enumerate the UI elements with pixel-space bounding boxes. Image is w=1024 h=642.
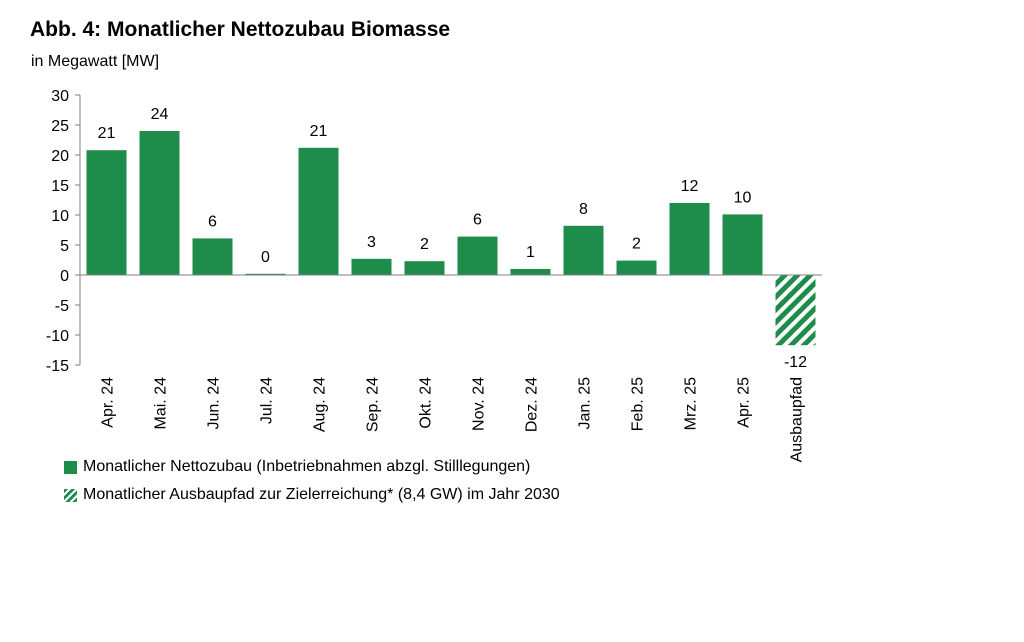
bar: [510, 269, 551, 275]
chart-subtitle: in Megawatt [MW]: [31, 53, 160, 70]
y-tick-label: 5: [60, 238, 69, 255]
x-tick-label: Jul. 24: [259, 377, 276, 424]
x-tick-label: Apr. 25: [736, 377, 753, 428]
bar: [457, 236, 498, 275]
y-axis: 30 25 20 15 10 5 0 -5 -10 -15: [46, 88, 81, 375]
x-tick-label: Jun. 24: [206, 377, 223, 430]
x-tick-label: Nov. 24: [471, 377, 488, 431]
data-label: 10: [734, 189, 752, 206]
bar: [669, 203, 710, 275]
data-label: 0: [261, 249, 270, 266]
legend-swatch-solid: [64, 460, 77, 474]
x-tick-label: Jan. 25: [577, 377, 594, 430]
y-tick-label: 15: [51, 178, 69, 195]
x-tick-label: Mrz. 25: [683, 377, 700, 430]
data-label: 1: [526, 244, 535, 261]
legend-label-actual: Monatlicher Nettozubau (Inbetriebnahmen …: [83, 458, 531, 475]
bar: [563, 225, 604, 275]
x-tick-label: Okt. 24: [418, 377, 435, 429]
y-tick-label: -5: [55, 298, 69, 315]
x-axis: Apr. 24 Mai. 24 Jun. 24 Jul. 24 Aug. 24 Sep. …: [80, 274, 822, 462]
bar: [298, 147, 339, 275]
bar: [192, 238, 233, 275]
data-label: 24: [151, 106, 169, 123]
legend-label-target: Monatlicher Ausbaupfad zur Zielerreichun…: [83, 486, 560, 503]
data-label: 2: [420, 236, 429, 253]
x-tick-label: Mai. 24: [153, 377, 170, 430]
y-tick-label: 0: [60, 268, 69, 285]
x-tick-label: Ausbaupfad: [789, 377, 806, 462]
bar: [139, 131, 180, 275]
data-label: 21: [310, 123, 328, 140]
data-label: 21: [98, 125, 116, 142]
data-label: 2: [632, 236, 641, 253]
x-tick-label: Apr. 24: [100, 377, 117, 428]
bar: [86, 150, 127, 275]
bar: [722, 214, 763, 275]
legend-item-target: Monatlicher Ausbaupfad zur Zielerreichun…: [64, 486, 560, 504]
legend-swatch-hatched: [64, 488, 77, 502]
y-tick-label: 10: [51, 208, 69, 225]
y-tick-label: 20: [51, 148, 69, 165]
bar: [351, 258, 392, 275]
bar: [616, 260, 657, 275]
x-tick-label: Sep. 24: [365, 377, 382, 432]
data-label: 3: [367, 234, 376, 251]
bars: 21 24 6 0 21 3 2 6 1 8 2 12 10 -12: [86, 106, 816, 371]
data-label: 6: [473, 212, 482, 229]
data-label: 8: [579, 201, 588, 218]
x-tick-label: Dez. 24: [524, 377, 541, 432]
x-tick-label: Feb. 25: [630, 377, 647, 431]
bar: [404, 261, 445, 275]
x-tick-label: Aug. 24: [312, 377, 329, 432]
data-label: -12: [784, 354, 807, 371]
y-tick-label: 25: [51, 118, 69, 135]
y-tick-label: -10: [46, 328, 69, 345]
y-tick-label: -15: [46, 358, 69, 375]
y-tick-label: 30: [51, 88, 69, 105]
data-label: 12: [681, 178, 699, 195]
chart-title: Abb. 4: Monatlicher Nettozubau Biomasse: [30, 18, 451, 41]
bar-target: [775, 275, 816, 346]
data-label: 6: [208, 213, 217, 230]
legend-item-actual: Monatlicher Nettozubau (Inbetriebnahmen …: [64, 458, 530, 476]
